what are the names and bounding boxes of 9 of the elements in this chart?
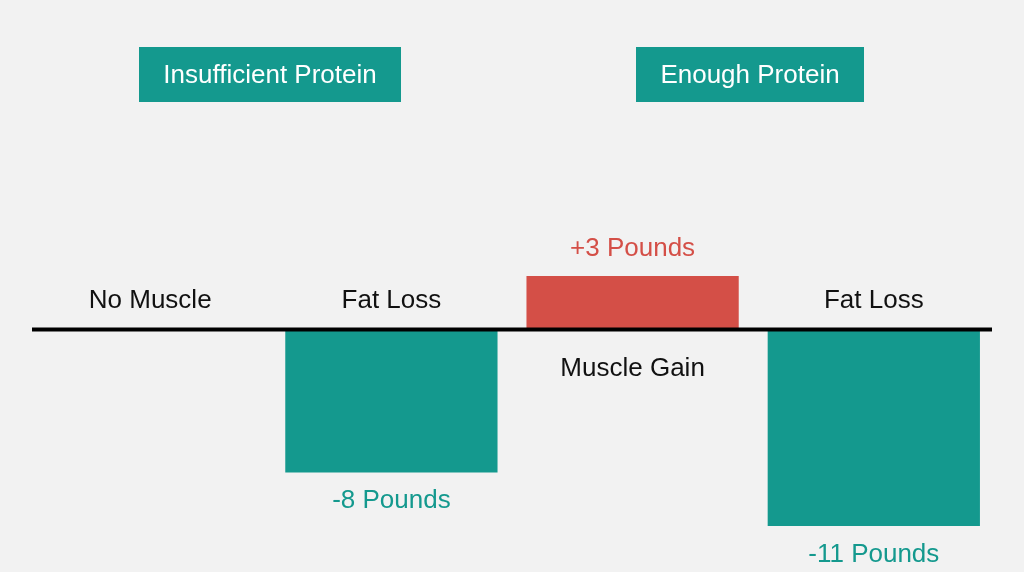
data-label: +3 Pounds [570, 232, 696, 262]
x-tick-label: No Muscle [88, 283, 212, 314]
x-tick-label: Fat Loss [341, 283, 442, 314]
x-tick-label: Fat Loss [823, 283, 924, 314]
text: Enough Protein [636, 47, 864, 102]
text: Insufficient Protein [139, 47, 401, 102]
data-label: -11 Pounds [808, 538, 940, 568]
x-tick-label: Muscle Gain [560, 351, 705, 382]
data-label: -8 Pounds [332, 484, 451, 515]
